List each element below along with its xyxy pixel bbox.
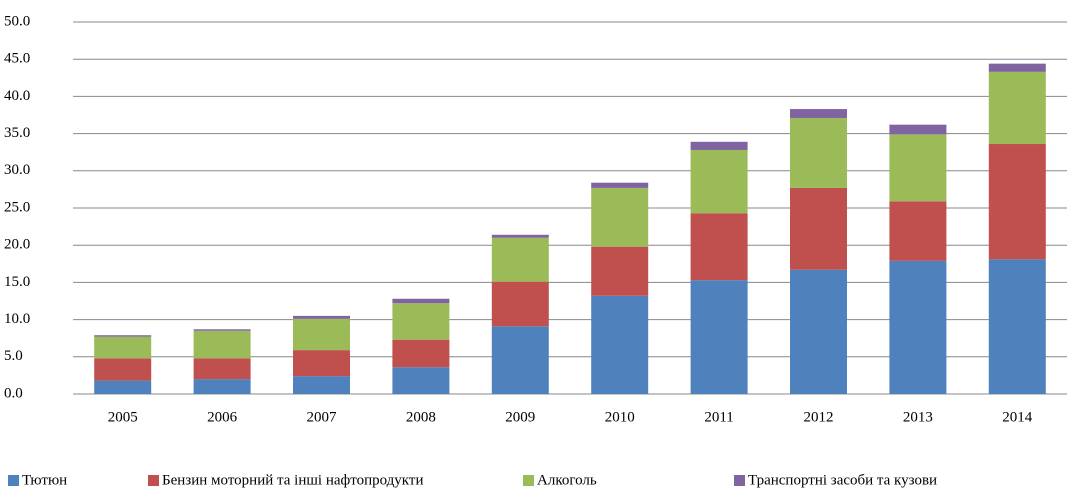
x-tick-label: 2012 — [804, 409, 834, 425]
bar-segment — [392, 303, 450, 340]
y-tick-label: 0.0 — [4, 385, 23, 401]
bar-segment — [988, 63, 1046, 72]
bar-segment — [790, 269, 847, 394]
y-tick-label: 15.0 — [4, 274, 30, 290]
bar-segment — [491, 281, 549, 327]
legend-label: Тютюн — [22, 472, 67, 488]
bar-segment — [94, 336, 152, 359]
x-tick-label: 2005 — [108, 409, 138, 425]
bar-segment — [293, 318, 350, 351]
x-tick-label: 2006 — [207, 409, 238, 425]
bar-segment — [94, 358, 152, 381]
x-tick-label: 2007 — [307, 409, 338, 425]
x-tick-label: 2010 — [605, 409, 635, 425]
legend-label: Бензин моторний та інші нафтопродукти — [162, 472, 423, 488]
bar-segment — [392, 339, 450, 368]
bar-segment — [392, 298, 450, 304]
y-tick-label: 30.0 — [4, 162, 30, 178]
bar-segment — [690, 280, 748, 394]
y-tick-label: 10.0 — [4, 311, 30, 327]
bar-segment — [193, 329, 251, 331]
bar-segment — [889, 124, 947, 135]
bar-segment — [94, 335, 152, 337]
bar-segment — [94, 380, 152, 394]
x-tick-label: 2011 — [704, 409, 733, 425]
bar-segment — [790, 117, 847, 188]
x-tick-label: 2008 — [406, 409, 436, 425]
legend-swatch — [148, 475, 159, 486]
bar-segment — [591, 295, 649, 394]
bar-segment — [889, 201, 947, 261]
legend-label: Транспортні засоби та кузови — [748, 472, 937, 488]
y-tick-label: 20.0 — [4, 237, 30, 253]
bar-segment — [293, 350, 350, 377]
bar-segment — [491, 237, 549, 282]
bar-segment — [690, 141, 748, 150]
bar-segment — [790, 187, 847, 270]
bar-segment — [293, 315, 350, 319]
bar-segment — [491, 234, 549, 238]
y-tick-label: 45.0 — [4, 51, 30, 67]
y-tick-label: 35.0 — [4, 125, 30, 141]
bar-segment — [988, 144, 1046, 260]
bar-segment — [889, 260, 947, 394]
bar-segment — [690, 213, 748, 281]
x-tick-label: 2009 — [505, 409, 535, 425]
bar-segment — [193, 379, 251, 394]
bar-segment — [591, 246, 649, 296]
bar-segment — [193, 330, 251, 359]
bar-segment — [988, 259, 1046, 394]
bar-segment — [988, 71, 1046, 145]
legend-swatch — [8, 475, 19, 486]
legend-swatch — [734, 475, 745, 486]
y-tick-label: 5.0 — [4, 348, 23, 364]
bar-segment — [889, 134, 947, 202]
y-tick-label: 40.0 — [4, 88, 30, 104]
bar-segment — [591, 182, 649, 188]
x-tick-label: 2014 — [1002, 409, 1033, 425]
bar-segment — [591, 187, 649, 247]
y-tick-label: 50.0 — [4, 13, 30, 29]
x-tick-label: 2013 — [903, 409, 933, 425]
bar-segment — [293, 376, 350, 394]
legend-swatch — [523, 475, 534, 486]
bar-segment — [790, 109, 847, 118]
bar-segment — [392, 367, 450, 394]
y-tick-label: 25.0 — [4, 199, 30, 215]
legend-label: Алкоголь — [537, 472, 597, 488]
bar-segment — [491, 326, 549, 394]
bar-segment — [193, 358, 251, 380]
bar-segment — [690, 149, 748, 214]
